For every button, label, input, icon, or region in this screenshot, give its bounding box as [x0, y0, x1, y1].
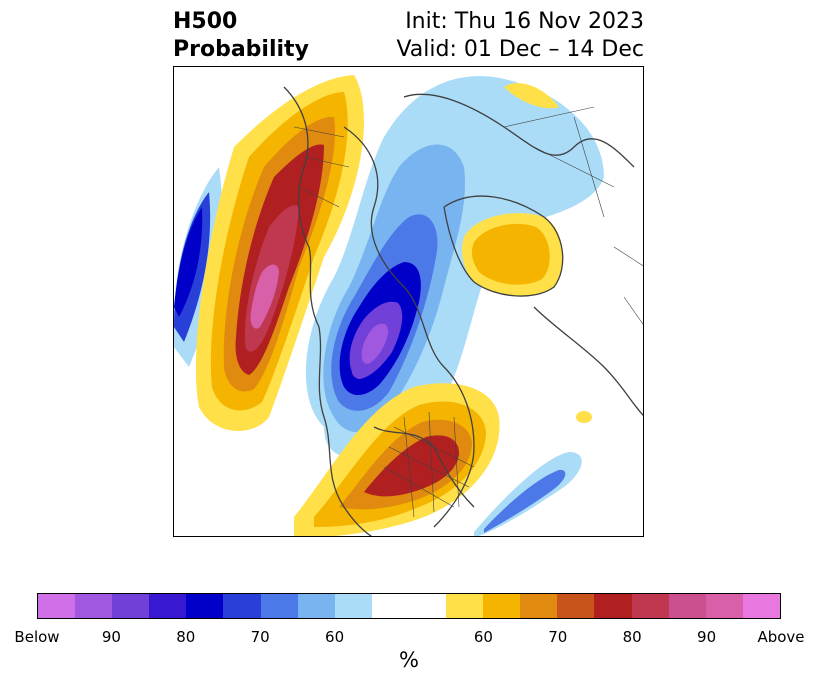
- colorbar-segment: [742, 594, 780, 618]
- probability-map: [173, 66, 644, 537]
- colorbar-segment: [705, 594, 743, 618]
- colorbar-tick-label: Below: [14, 628, 60, 646]
- colorbar-segment: [408, 594, 447, 618]
- arctic-warm-blob: [576, 411, 592, 423]
- west-ridge-above: [250, 264, 279, 329]
- colorbar-segment: [371, 594, 409, 618]
- colorbar-segment: [112, 594, 150, 618]
- colorbar-segment: [149, 594, 187, 618]
- colorbar-tick-label: 70: [548, 628, 568, 646]
- colorbar-segment: [223, 594, 261, 618]
- colorbar-tick-label: 90: [697, 628, 717, 646]
- colorbar-tick-label: 70: [250, 628, 270, 646]
- colorbar-segment: [483, 594, 521, 618]
- colorbar-segment: [668, 594, 706, 618]
- colorbar-tick-label: 80: [176, 628, 196, 646]
- colorbar-units: %: [399, 648, 419, 672]
- colorbar-segment: [557, 594, 595, 618]
- pacific-below-inner: [174, 207, 203, 317]
- colorbar-segment: [297, 594, 335, 618]
- valid-date-range: Valid: 01 Dec – 14 Dec: [396, 37, 644, 62]
- colorbar-tick-label: 80: [622, 628, 642, 646]
- arctic-trough-below: [361, 323, 389, 364]
- forecast-dates: Init: Thu 16 Nov 2023 Valid: 01 Dec – 14…: [396, 8, 644, 64]
- probability-colorbar: [37, 593, 781, 619]
- colorbar-segment: [446, 594, 484, 618]
- coastlines: [283, 86, 643, 536]
- map-title: H500 Probability: [173, 8, 309, 64]
- colorbar-tick-label: 60: [473, 628, 493, 646]
- political-borders: [293, 106, 643, 518]
- colorbar-tick-label: Above: [757, 628, 805, 646]
- colorbar-tick-label: 60: [325, 628, 345, 646]
- map-canvas: [174, 75, 643, 536]
- greenland-ridge-60: [471, 223, 550, 285]
- colorbar-segment: [186, 594, 224, 618]
- colorbar-segment: [334, 594, 372, 618]
- init-date: Init: Thu 16 Nov 2023: [405, 9, 644, 34]
- colorbar-segment: [520, 594, 558, 618]
- colorbar-tick-label: 90: [101, 628, 121, 646]
- title-line-1: H500: [173, 9, 238, 34]
- colorbar-segment: [38, 594, 76, 618]
- colorbar-segment: [75, 594, 113, 618]
- colorbar-segment: [260, 594, 298, 618]
- colorbar-segment: [594, 594, 632, 618]
- atlantic-trough-inner: [484, 469, 566, 533]
- siberia-warm-sliver: [504, 83, 559, 109]
- title-line-2: Probability: [173, 37, 309, 62]
- colorbar-segment: [631, 594, 669, 618]
